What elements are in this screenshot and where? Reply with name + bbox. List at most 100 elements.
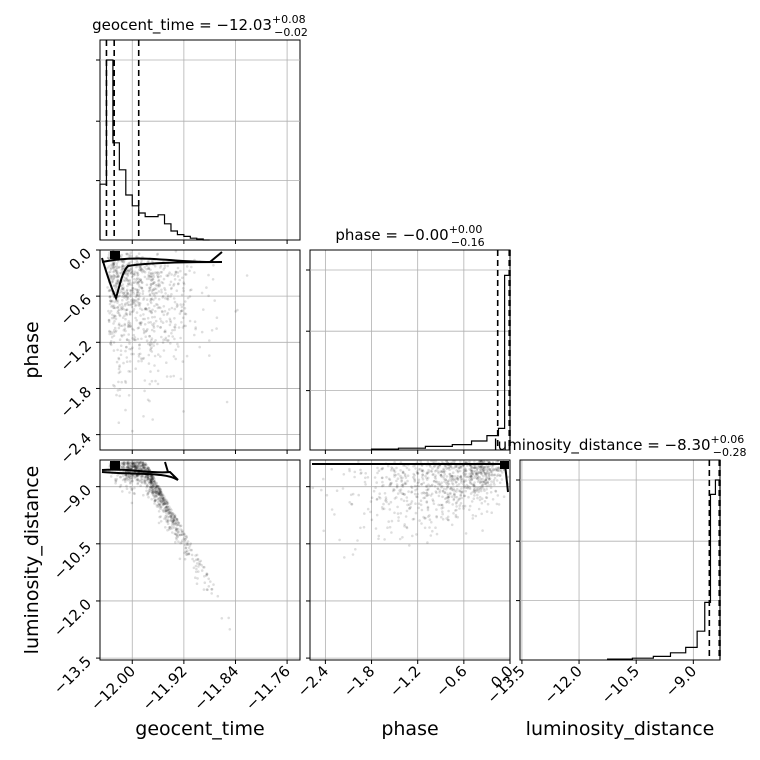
sample-point — [138, 466, 142, 470]
sample-point — [157, 492, 160, 496]
sample-point — [405, 525, 408, 529]
sample-point — [173, 317, 176, 320]
sample-point — [137, 297, 141, 301]
sample-point — [487, 476, 491, 480]
sample-point — [175, 527, 178, 531]
sample-point — [147, 495, 150, 499]
sample-point — [163, 507, 166, 511]
sample-point — [150, 328, 154, 332]
sample-point — [148, 382, 152, 386]
sample-point — [169, 342, 172, 345]
sample-point — [413, 480, 417, 483]
sample-point — [155, 495, 159, 498]
sample-point — [157, 282, 161, 286]
sample-point — [140, 481, 144, 485]
sample-point — [130, 269, 134, 273]
sample-point — [157, 485, 161, 488]
sample-point — [127, 269, 130, 273]
sample-point — [176, 523, 180, 526]
sample-point — [434, 469, 437, 473]
sample-point — [140, 468, 144, 471]
sample-point — [456, 478, 460, 481]
sample-point — [138, 343, 141, 346]
sample-point — [188, 269, 191, 273]
sample-point — [149, 475, 153, 478]
sample-point — [469, 464, 473, 468]
sample-point — [194, 554, 197, 557]
sample-point — [159, 493, 162, 496]
sample-point — [150, 476, 153, 480]
sample-point — [392, 469, 396, 473]
sample-point — [141, 475, 144, 478]
sample-point — [216, 594, 220, 598]
sample-point — [359, 472, 363, 475]
sample-point — [150, 481, 154, 485]
sample-point — [143, 271, 147, 274]
sample-point — [130, 302, 133, 306]
sample-point — [126, 288, 129, 292]
sample-point — [154, 498, 157, 502]
sample-point — [125, 252, 128, 256]
sample-point — [127, 475, 131, 479]
sample-point — [395, 483, 399, 486]
sample-point — [126, 292, 130, 296]
sample-point — [391, 489, 395, 493]
sample-point — [159, 491, 163, 494]
sample-point — [400, 479, 404, 482]
sample-point — [184, 538, 187, 541]
sample-point — [153, 499, 157, 503]
sample-point — [129, 481, 132, 484]
sample-point — [478, 465, 481, 468]
sample-point — [431, 483, 434, 487]
sample-point — [117, 356, 120, 360]
sample-point — [118, 365, 121, 369]
sample-point — [161, 499, 165, 502]
sample-point — [142, 356, 146, 360]
sample-point — [111, 266, 115, 270]
sample-point — [175, 521, 178, 524]
sample-point — [163, 286, 166, 290]
sample-point — [176, 520, 180, 523]
sample-point — [174, 270, 178, 274]
sample-point — [120, 380, 123, 384]
sample-point — [389, 468, 393, 472]
sample-point — [453, 478, 456, 482]
sample-point — [453, 495, 457, 499]
sample-point — [151, 477, 154, 481]
sample-point — [402, 499, 406, 503]
sample-point — [117, 295, 121, 298]
sample-point — [500, 478, 504, 481]
sample-point — [478, 475, 481, 479]
sample-point — [442, 468, 446, 472]
sample-point — [473, 481, 476, 484]
sample-point — [457, 466, 461, 470]
sample-point — [176, 530, 179, 533]
sample-point — [106, 266, 109, 270]
sample-point — [174, 527, 178, 530]
sample-point — [152, 344, 155, 347]
sample-point — [135, 282, 139, 285]
sample-point — [128, 325, 131, 328]
sample-point — [414, 488, 417, 492]
sample-point — [393, 470, 397, 474]
sample-point — [157, 297, 161, 301]
sample-point — [449, 492, 452, 496]
sample-point — [173, 516, 176, 520]
sample-point — [382, 507, 386, 511]
sample-point — [143, 389, 146, 393]
sample-point — [143, 463, 147, 467]
sample-point — [145, 264, 148, 268]
sample-point — [234, 310, 237, 313]
sample-point — [132, 461, 136, 465]
sample-point — [185, 536, 188, 539]
sample-point — [128, 475, 131, 478]
sample-point — [155, 489, 159, 493]
sample-point — [126, 291, 129, 295]
sample-point — [124, 477, 128, 480]
title-phase: phase = −0.00+0.00 −0.16 — [335, 223, 484, 249]
sample-point — [126, 282, 130, 286]
sample-point — [472, 476, 476, 480]
sample-point — [146, 477, 150, 480]
sample-point — [129, 251, 133, 254]
sample-point — [148, 488, 152, 492]
